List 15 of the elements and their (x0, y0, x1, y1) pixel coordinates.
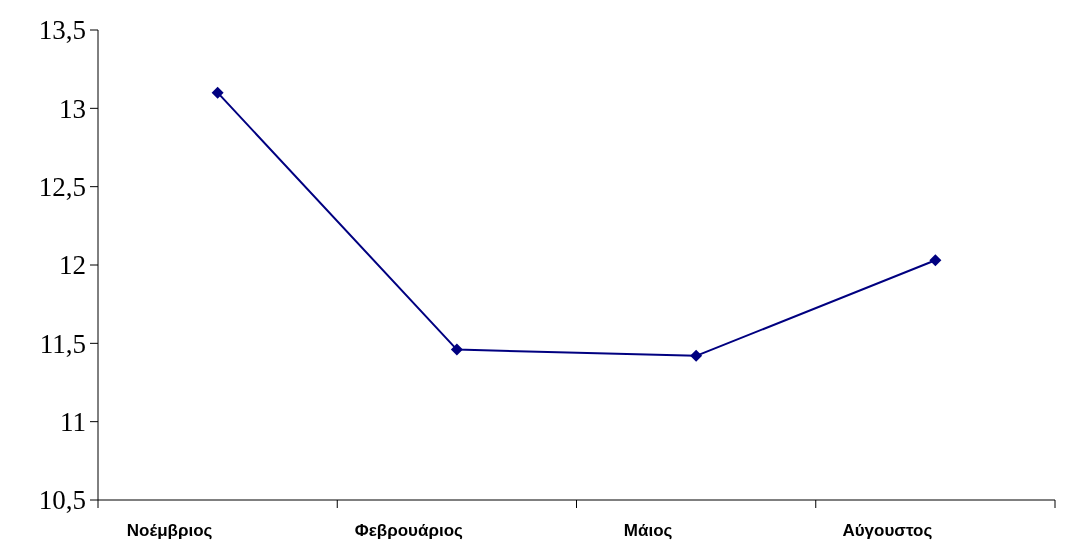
y-tick-label: 11 (60, 407, 86, 438)
point (929, 254, 942, 267)
x-tick-label: Αύγουστος (842, 521, 933, 540)
y-tick-label: 12,5 (38, 172, 86, 203)
point (690, 349, 703, 362)
y-tick-label: 11,5 (39, 328, 86, 359)
point (211, 86, 224, 99)
x-tick-label: Φεβρουάριος (354, 521, 464, 540)
x-tick-label: Μάιος (623, 521, 673, 540)
y-tick-label: 12 (59, 250, 86, 281)
y-tick-label: 10,5 (38, 485, 86, 516)
point (450, 343, 463, 356)
x-tick-label: Νοέμβριος (126, 521, 213, 540)
y-tick-label: 13,5 (38, 15, 86, 46)
y-tick-label: 13 (59, 93, 86, 124)
